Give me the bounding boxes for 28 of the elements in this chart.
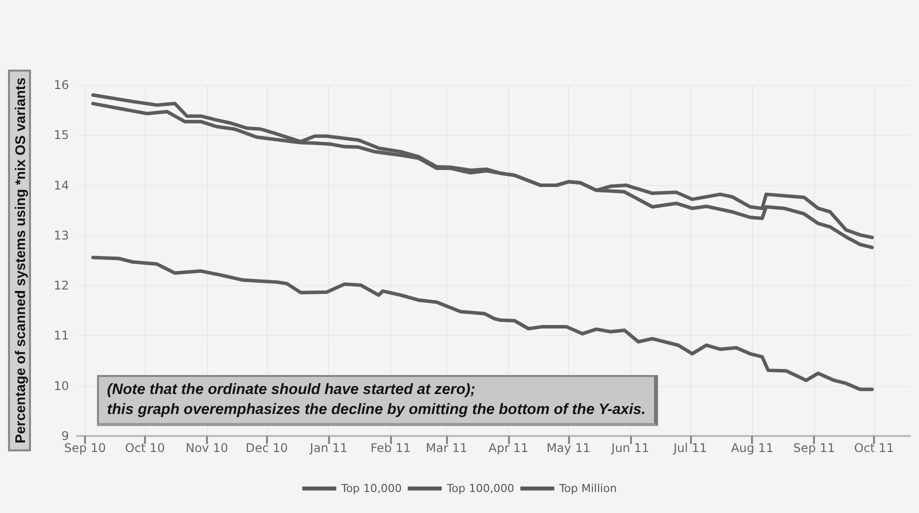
x-tick-label: Nov 10 <box>186 441 228 455</box>
x-tick-label: Sep 11 <box>793 441 835 455</box>
y-tick-label: 11 <box>54 328 69 343</box>
x-tick-label: Jan 11 <box>308 441 348 455</box>
x-tick-label: May 11 <box>546 441 590 455</box>
legend-label: Top 100,000 <box>446 482 514 495</box>
y-tick-label: 10 <box>54 378 69 393</box>
y-tick-label: 14 <box>54 178 69 192</box>
x-tick-label: Jun 11 <box>610 441 650 455</box>
annotation: (Note that the ordinate should have started at zero); <box>107 380 476 400</box>
legend-label: Top Million <box>558 482 617 495</box>
y-tick-label: 15 <box>54 128 69 142</box>
y-tick-label: 13 <box>54 228 69 242</box>
x-tick-label: Feb 11 <box>370 441 411 455</box>
x-tick-label: Aug 11 <box>730 441 774 455</box>
x-tick-label: Dec 10 <box>246 441 288 455</box>
x-tick-label: Sep 10 <box>64 441 106 455</box>
y-tick-label: 16 <box>54 78 69 92</box>
x-tick-label: Oct 11 <box>854 441 894 455</box>
x-tick-label: Jul 11 <box>672 441 708 455</box>
x-tick-label: Apr 11 <box>488 441 528 455</box>
x-tick-label: Oct 10 <box>124 441 165 455</box>
y-axis-title: Percentage of scanned systems using *nix OS variants <box>12 77 28 444</box>
y-tick-label: 9 <box>61 429 69 443</box>
annotation: this graph overemphasizes the decline by omitting the bottom of the Y-axis. <box>107 400 646 420</box>
legend-label: Top 10,000 <box>340 482 402 495</box>
x-tick-label: Mar 11 <box>426 441 468 455</box>
y-tick-label: 12 <box>54 278 69 293</box>
